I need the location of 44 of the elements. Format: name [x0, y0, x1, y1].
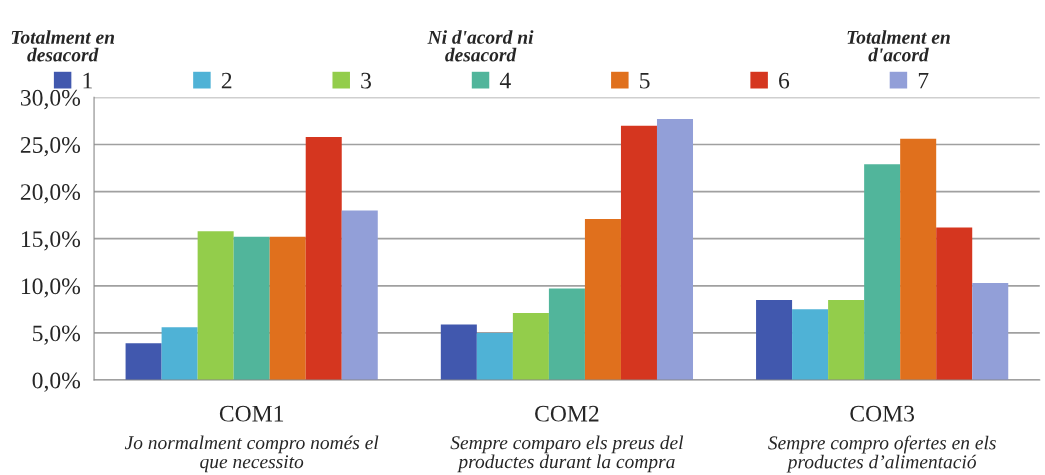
x-tick-label: COM3 [850, 405, 915, 422]
bar [233, 236, 270, 380]
x-tick-label: COM2 [535, 405, 599, 422]
y-tick-label: 25,0% [20, 136, 81, 157]
legend-label: 7 [918, 72, 929, 89]
bar [341, 210, 378, 380]
bar [476, 332, 513, 380]
bar [512, 313, 549, 380]
bar [756, 299, 793, 380]
legend-label: 6 [779, 72, 790, 89]
y-tick-label: 0,0% [32, 372, 81, 392]
bar [548, 288, 585, 380]
legend-label: 3 [361, 72, 371, 89]
bar [161, 327, 198, 380]
y-tick-label: 20,0% [20, 184, 81, 204]
bar [584, 218, 621, 380]
text: Sempre comparo els preus del productes durant la compra [450, 435, 684, 473]
legend-label: 2 [221, 72, 232, 89]
bar [305, 136, 342, 380]
bar [269, 236, 306, 380]
text: Ni d'acord ni desacord [427, 30, 534, 62]
text: Totalment en desacord [11, 30, 115, 62]
y-tick-label: 15,0% [21, 231, 81, 251]
y-tick-label: 5,0% [33, 325, 81, 345]
bar [440, 324, 477, 380]
x-tick-label: COM1 [219, 405, 284, 422]
bar [656, 119, 694, 380]
bar [936, 227, 973, 380]
text: Sempre compro ofertes en els productes d’alimentació [768, 435, 996, 473]
text: Jo normalment compro només el que necessito [124, 435, 379, 473]
y-tick-label: 30,0% [21, 89, 81, 110]
legend-label: 4 [499, 72, 511, 89]
legend-label: 1 [83, 72, 92, 89]
bar [125, 343, 162, 380]
bar [620, 125, 657, 380]
text: Totalment en d'acord [847, 30, 950, 62]
bar [900, 138, 937, 380]
y-tick-label: 10,0% [21, 278, 81, 298]
bar [792, 309, 829, 380]
bar [828, 299, 865, 380]
legend-label: 5 [640, 72, 650, 89]
bar [197, 231, 234, 380]
bar [864, 164, 901, 380]
bar [972, 282, 1009, 380]
